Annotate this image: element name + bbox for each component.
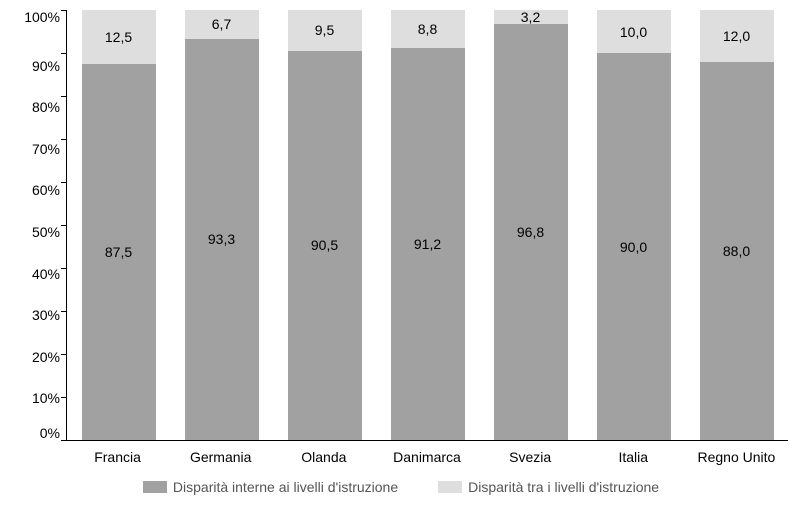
y-tick-mark [61,96,67,97]
bar-value-bottom: 88,0 [723,243,750,259]
plot-area: 12,5 87,5 6,7 93,3 9,5 90,5 8,8 91,2 3,2 96,8 10,0… [66,10,788,441]
legend-item: Disparità interne ai livelli d'istruzion… [143,479,398,495]
bar-value-top: 6,7 [212,16,231,32]
y-tick-label: 20% [32,350,60,364]
bar-value-top: 8,8 [418,21,437,37]
bar-segment-bottom: 91,2 [391,48,465,440]
bar-value-top: 9,5 [315,22,334,38]
bar-slot: 10,0 90,0 [582,10,685,440]
y-tick-label: 90% [32,59,60,73]
legend-item: Disparità tra i livelli d'istruzione [438,479,659,495]
x-axis-label: Olanda [272,449,375,465]
legend-label: Disparità interne ai livelli d'istruzion… [173,479,398,495]
y-tick-mark [61,10,67,11]
y-tick-label: 80% [32,100,60,114]
bar: 12,0 88,0 [700,10,774,440]
y-tick-label: 40% [32,267,60,281]
bar-value-bottom: 90,5 [311,237,338,253]
bar-value-bottom: 96,8 [517,224,544,240]
x-axis: FranciaGermaniaOlandaDanimarcaSveziaItal… [66,449,788,465]
y-tick-label: 30% [32,308,60,322]
bars-container: 12,5 87,5 6,7 93,3 9,5 90,5 8,8 91,2 3,2 96,8 10,0… [67,10,788,440]
bar-value-top: 12,0 [723,28,750,44]
bar-segment-top: 10,0 [597,10,671,53]
bar: 10,0 90,0 [597,10,671,440]
bar-value-top: 10,0 [620,24,647,40]
bar-segment-top: 12,5 [82,10,156,64]
legend-swatch [438,481,462,493]
bar-slot: 9,5 90,5 [273,10,376,440]
bar-slot: 3,2 96,8 [479,10,582,440]
chart-body: 100% 90% 80% 70% 60% 50% 40% 30% 20% 10% 0% 12,5 87… [14,10,788,441]
y-tick-label: 0% [40,426,60,440]
bar-value-bottom: 90,0 [620,239,647,255]
bar-segment-top: 9,5 [288,10,362,51]
bar-segment-bottom: 96,8 [494,24,568,440]
y-tick-label: 70% [32,142,60,156]
bar-segment-bottom: 87,5 [82,64,156,440]
bar-segment-top: 12,0 [700,10,774,62]
y-tick-mark [61,53,67,54]
bar: 6,7 93,3 [185,10,259,440]
y-tick-mark [61,354,67,355]
y-tick-mark [61,139,67,140]
y-tick-label: 100% [24,10,60,24]
y-tick-mark [61,397,67,398]
bar-value-top: 12,5 [105,29,132,45]
legend-swatch [143,481,167,493]
bar: 3,2 96,8 [494,10,568,440]
x-axis-label: Italia [582,449,685,465]
bar-slot: 12,0 88,0 [685,10,788,440]
y-tick-mark [61,440,67,441]
bar-segment-bottom: 90,0 [597,53,671,440]
bar-segment-bottom: 93,3 [185,39,259,440]
bar-segment-top: 6,7 [185,10,259,39]
y-tick-mark [61,225,67,226]
x-axis-label: Svezia [479,449,582,465]
bar-segment-top: 3,2 [494,10,568,24]
x-axis-label: Francia [66,449,169,465]
y-tick-mark [61,268,67,269]
y-tick-mark [61,311,67,312]
x-axis-label: Regno Unito [685,449,788,465]
bar: 12,5 87,5 [82,10,156,440]
y-axis: 100% 90% 80% 70% 60% 50% 40% 30% 20% 10% 0% [14,10,66,440]
x-axis-label: Germania [169,449,272,465]
bar-slot: 12,5 87,5 [67,10,170,440]
y-tick-label: 60% [32,183,60,197]
legend-label: Disparità tra i livelli d'istruzione [468,479,659,495]
bar-slot: 6,7 93,3 [170,10,273,440]
bar-value-top: 3,2 [521,9,540,25]
y-tick-label: 50% [32,225,60,239]
y-tick-label: 10% [32,391,60,405]
bar-slot: 8,8 91,2 [376,10,479,440]
y-tick-mark [61,182,67,183]
bar-value-bottom: 91,2 [414,236,441,252]
bar-segment-top: 8,8 [391,10,465,48]
bar-segment-bottom: 90,5 [288,51,362,440]
legend: Disparità interne ai livelli d'istruzion… [14,479,788,495]
bar-value-bottom: 93,3 [208,231,235,247]
bar-segment-bottom: 88,0 [700,62,774,440]
bar: 9,5 90,5 [288,10,362,440]
x-axis-label: Danimarca [375,449,478,465]
stacked-bar-chart: 100% 90% 80% 70% 60% 50% 40% 30% 20% 10% 0% 12,5 87… [0,0,800,522]
bar-value-bottom: 87,5 [105,244,132,260]
bar: 8,8 91,2 [391,10,465,440]
